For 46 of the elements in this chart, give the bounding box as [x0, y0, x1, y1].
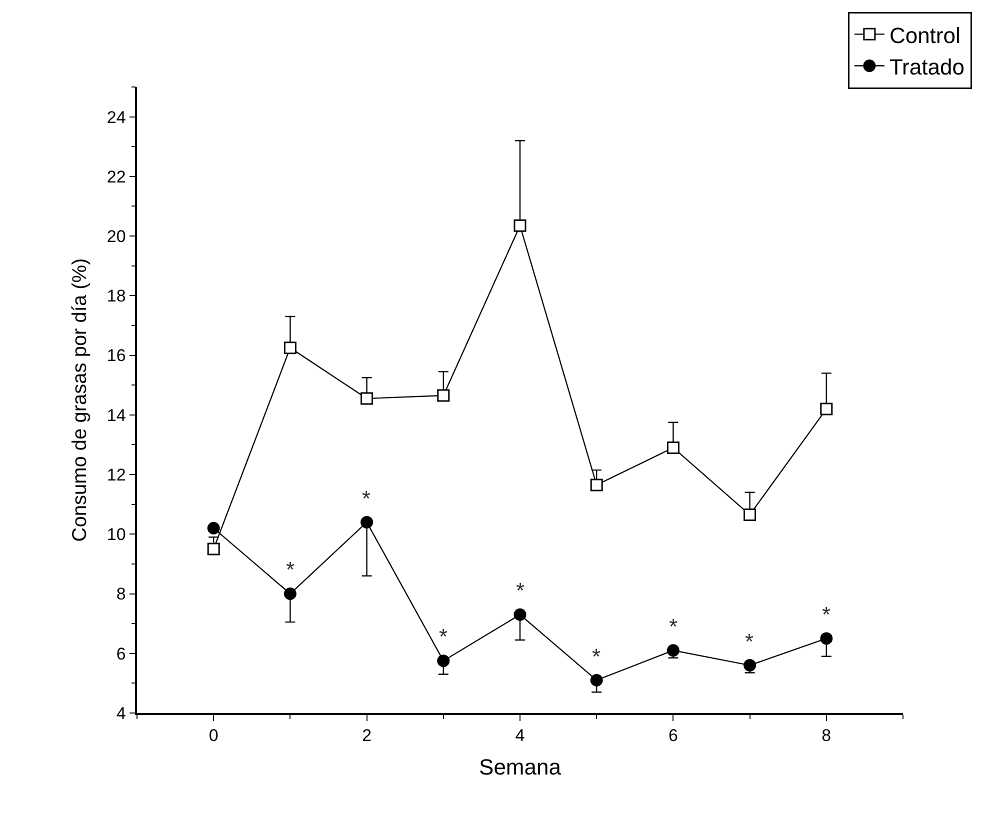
point [744, 508, 756, 522]
point [207, 522, 220, 534]
point [820, 632, 833, 645]
annotation: * [362, 486, 371, 511]
point [437, 389, 450, 402]
annotation: * [439, 624, 448, 649]
x-tick-label: 0 [208, 726, 218, 746]
y-tick-label: 4 [116, 704, 126, 723]
annotation: * [286, 557, 295, 582]
point [514, 219, 526, 232]
y-tick-label: 18 [106, 286, 126, 306]
point [360, 392, 374, 405]
point [284, 342, 296, 354]
y-tick-label: 22 [106, 167, 126, 186]
point [590, 674, 603, 686]
y-tick-label: 8 [116, 584, 126, 604]
x-axis-title: Semana [479, 754, 562, 780]
y-tick-label: 10 [106, 525, 126, 544]
x-tick-label: 6 [668, 726, 678, 746]
point [820, 402, 833, 416]
annotation: * [745, 629, 754, 654]
point [207, 542, 220, 556]
legend-label: Tratado [889, 54, 964, 80]
x-tick-label: 8 [822, 726, 832, 746]
point [284, 588, 296, 600]
y-tick-label: 6 [116, 644, 126, 664]
point [590, 478, 603, 492]
x-tick-label: 4 [515, 726, 525, 746]
x-tick-label: 2 [362, 726, 372, 746]
point [666, 441, 680, 454]
point [360, 516, 374, 528]
y-tick-label: 14 [106, 406, 126, 425]
y-tick-label: 20 [106, 227, 126, 246]
annotation: * [822, 602, 831, 627]
annotation: * [592, 644, 601, 669]
y-axis-title: Consumo de grasas por día (%) [68, 258, 91, 542]
y-tick-label: 12 [106, 465, 126, 484]
point [514, 608, 526, 621]
annotation: * [516, 578, 525, 603]
annotation: * [669, 614, 678, 639]
point [437, 654, 450, 668]
point [744, 659, 756, 672]
point [666, 644, 680, 657]
y-tick-label: 24 [106, 108, 126, 127]
legend-label: Control [889, 22, 960, 48]
y-tick-label: 16 [106, 346, 126, 366]
